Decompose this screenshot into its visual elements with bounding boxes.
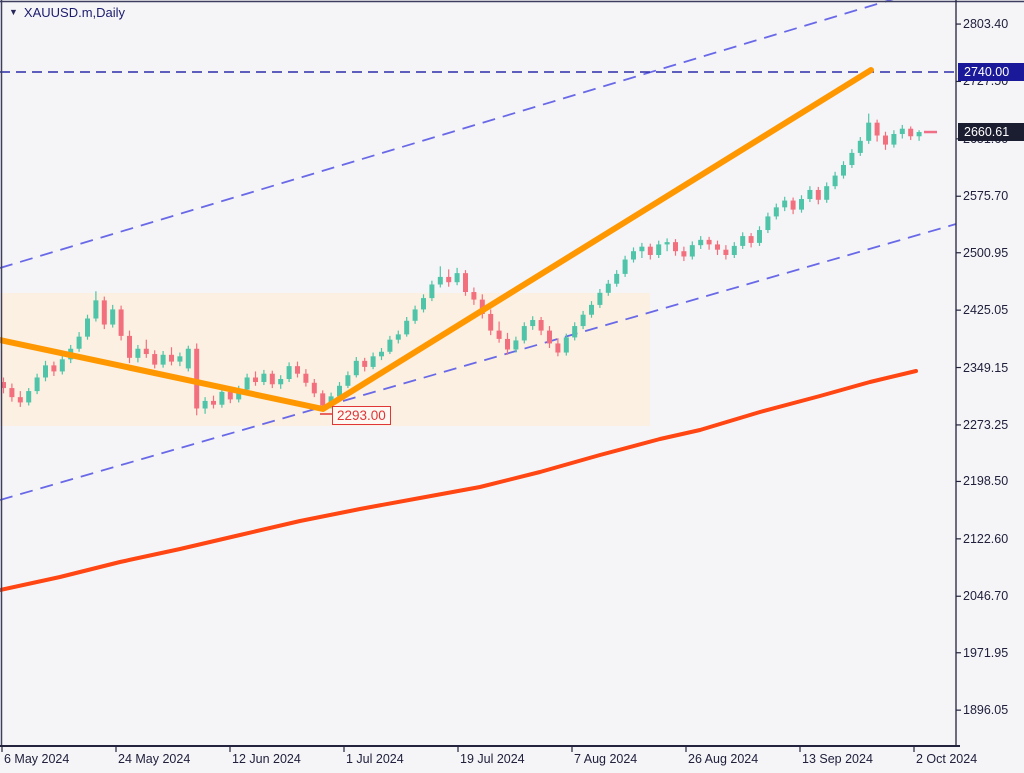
price-axis-label: 2273.25 <box>963 417 1009 432</box>
price-axis-label: 1971.95 <box>963 645 1009 660</box>
symbol-timeframe-label: XAUUSD.m,Daily <box>23 5 126 20</box>
price-axis-label: 2349.15 <box>963 360 1009 375</box>
time-axis-label: 6 May 2024 <box>4 752 70 766</box>
price-axis-label: 2425.05 <box>963 303 1009 318</box>
time-axis-label: 19 Jul 2024 <box>460 752 525 766</box>
price-axis-label: 2046.70 <box>963 589 1009 604</box>
dropdown-triangle-icon[interactable]: ▼ <box>9 7 18 17</box>
chart-symbol-header[interactable]: ▼ XAUUSD.m,Daily <box>9 5 125 20</box>
time-axis-label: 26 Aug 2024 <box>688 752 759 766</box>
time-axis-label: 1 Jul 2024 <box>346 752 404 766</box>
price-axis-label: 2198.50 <box>963 474 1009 489</box>
price-annotation-2293: 2293.00 <box>332 406 391 425</box>
price-axis-label: 2122.60 <box>963 531 1009 546</box>
time-axis-label: 13 Sep 2024 <box>802 752 873 766</box>
time-axis-label: 7 Aug 2024 <box>574 752 638 766</box>
price-axis-label: 1896.05 <box>963 703 1009 718</box>
candles <box>1 113 922 416</box>
current-price-tag: 2660.61 <box>958 123 1024 142</box>
price-axis-label: 2575.70 <box>963 189 1009 204</box>
time-axis-label: 24 May 2024 <box>118 752 191 766</box>
horizontal-line-price-tag: 2740.00 <box>958 63 1024 81</box>
trend-line-v <box>0 67 874 412</box>
time-axis-label: 12 Jun 2024 <box>232 752 301 766</box>
price-axis-label: 2500.95 <box>963 245 1009 260</box>
price-axis-label: 2803.40 <box>963 17 1009 32</box>
moving-average-line <box>0 369 918 592</box>
time-axis-label: 2 Oct 2024 <box>916 752 978 766</box>
channel-line-upper <box>0 0 894 269</box>
channel-line-lower <box>0 223 957 501</box>
